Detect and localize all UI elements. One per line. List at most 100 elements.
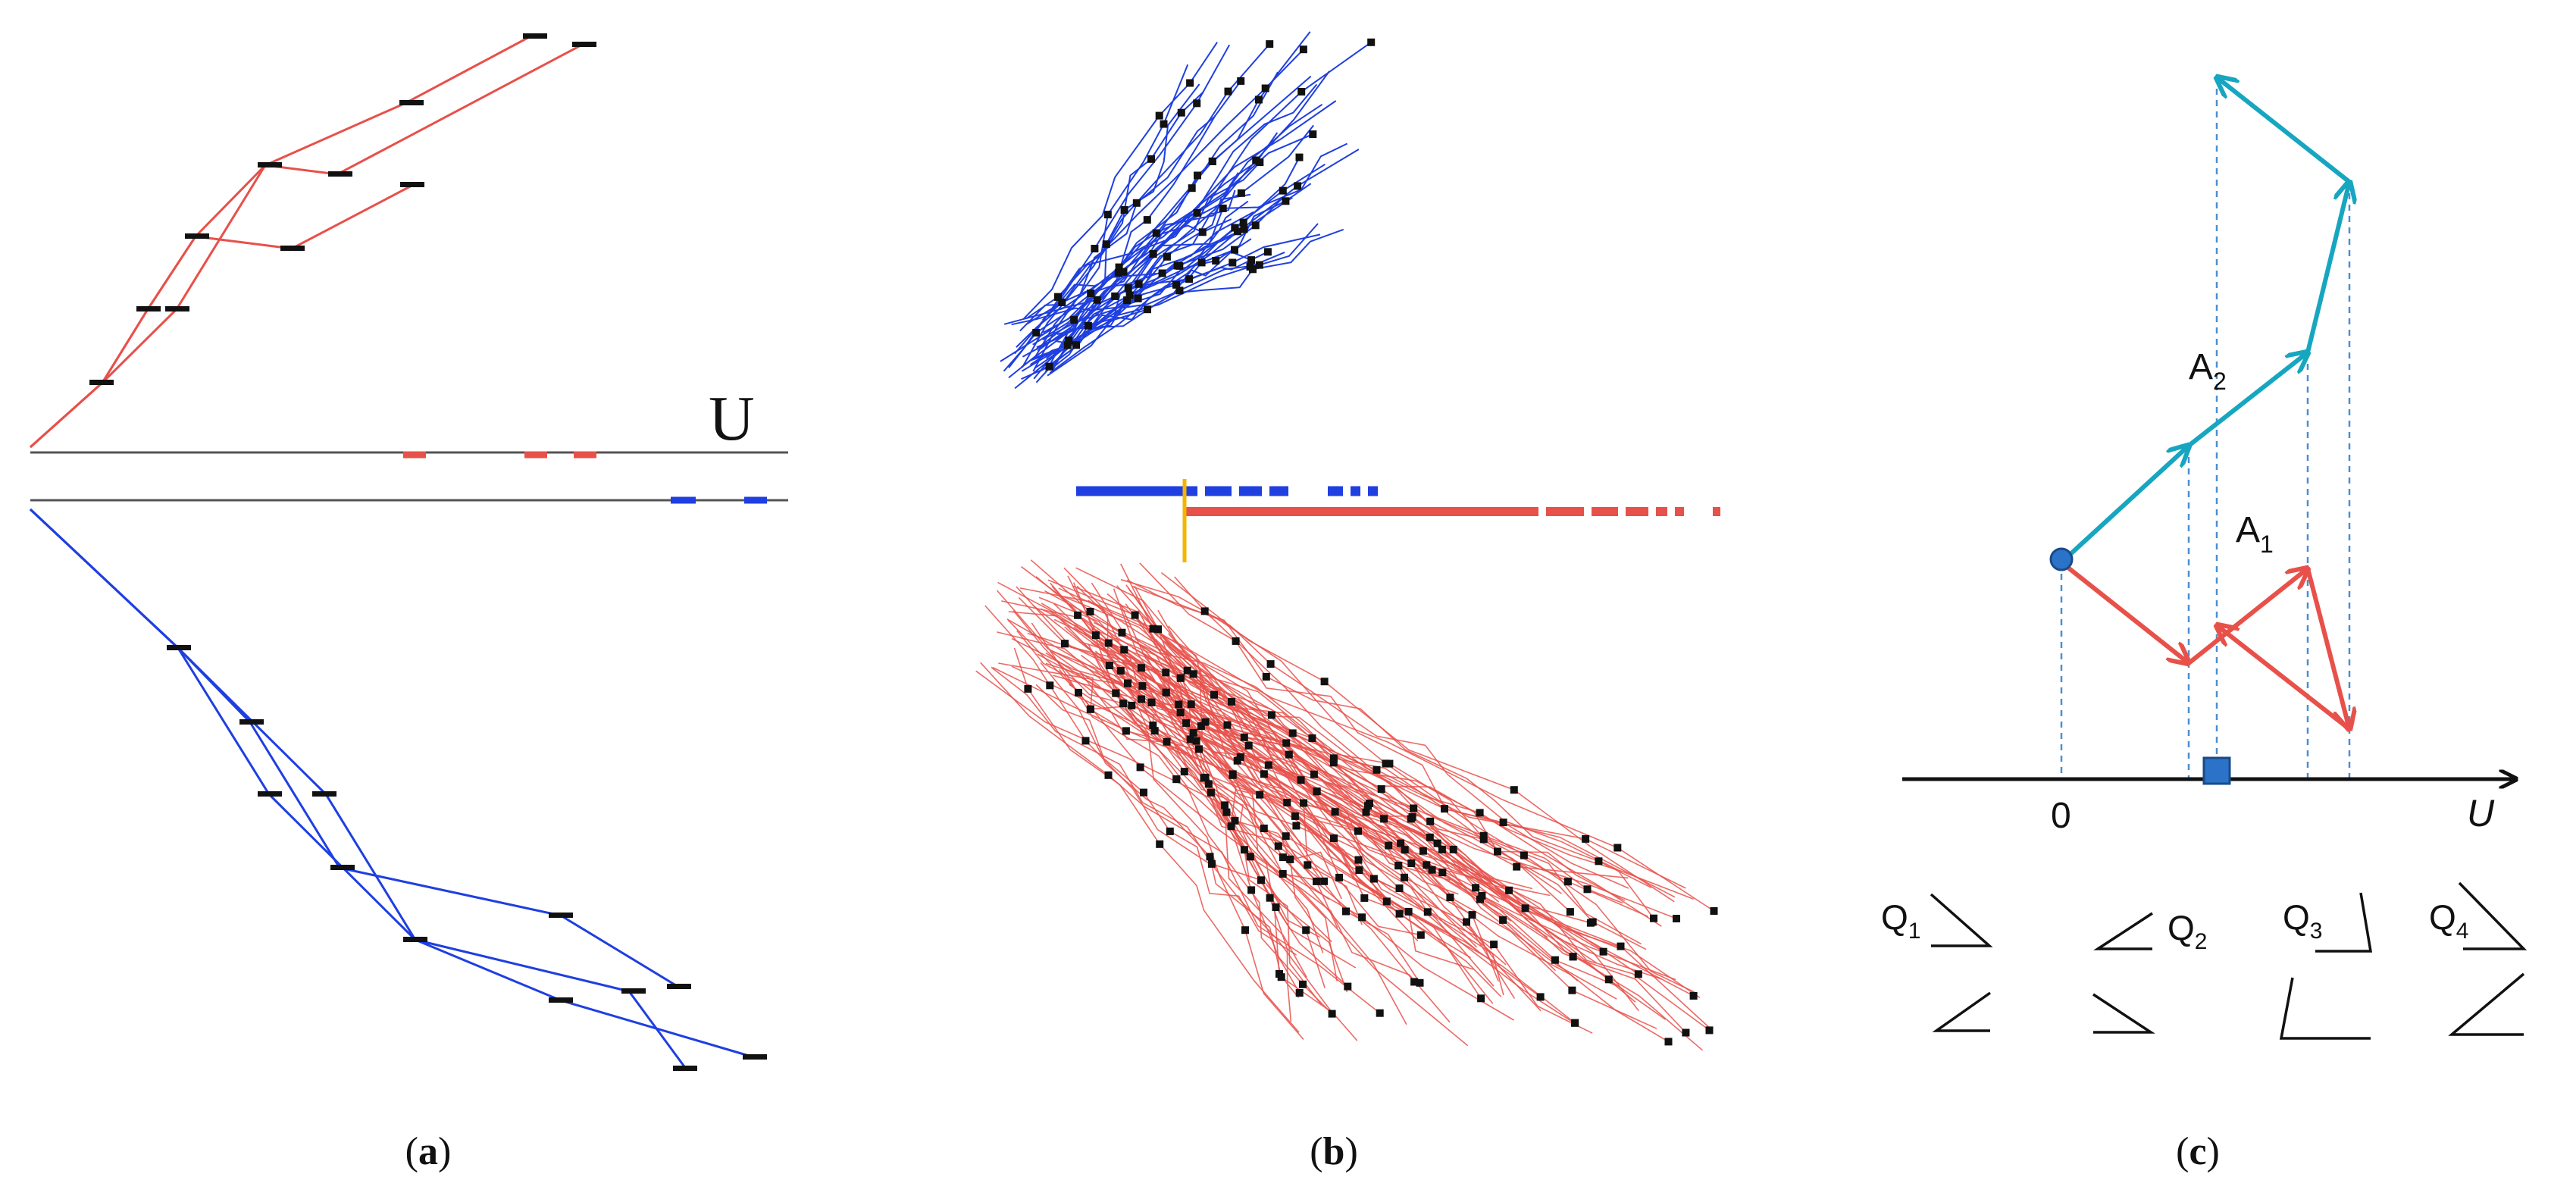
cloud-marker	[1172, 775, 1181, 784]
cloud-trajectory	[980, 662, 1381, 1014]
cloud-marker	[1310, 770, 1318, 778]
cloud-marker	[1251, 221, 1260, 230]
cloud-marker	[1279, 853, 1287, 862]
cloud-marker	[1222, 808, 1231, 816]
origin-label: 0	[2051, 796, 2071, 836]
cloud-marker	[1449, 845, 1457, 853]
cloud-marker	[1075, 688, 1082, 697]
cloud-marker	[1288, 729, 1297, 737]
cloud-trajectory	[1001, 600, 1686, 889]
cloud-marker	[1355, 866, 1363, 875]
cloud-marker	[1221, 801, 1229, 809]
cloud-marker	[1112, 689, 1120, 697]
panel-a-blue-trajectories	[29, 508, 755, 1069]
cloud-marker	[1520, 851, 1528, 859]
mean-marker	[2202, 756, 2231, 785]
marker	[312, 791, 336, 797]
cloud-trajectory	[1037, 124, 1314, 352]
cloud-marker	[1438, 845, 1446, 853]
cloud-marker	[1342, 907, 1350, 916]
cloud-marker	[1104, 639, 1113, 647]
cloud-marker	[1231, 816, 1239, 825]
cloud-marker	[1382, 897, 1391, 906]
cloud-trajectory	[997, 631, 1662, 980]
cloud-marker	[1210, 690, 1218, 699]
cloud-marker	[1058, 298, 1066, 306]
cloud-marker	[1233, 756, 1241, 765]
cloud-marker	[1536, 993, 1545, 1001]
cloud-marker	[1162, 668, 1170, 677]
cloud-trajectory	[1042, 172, 1239, 321]
marker	[549, 913, 573, 918]
cloud-marker	[1143, 216, 1151, 224]
cloud-marker	[1124, 284, 1132, 293]
cloud-trajectory	[1026, 49, 1304, 325]
cloud-marker	[1563, 878, 1572, 886]
cloud-marker	[1104, 771, 1113, 779]
cloud-marker	[1193, 99, 1201, 108]
marker	[667, 984, 691, 989]
cloud-marker	[1065, 337, 1073, 344]
cloud-marker	[1138, 682, 1147, 690]
cloud-marker	[1510, 786, 1518, 794]
marker	[239, 719, 264, 725]
cloud-trajectory	[1050, 582, 1502, 997]
cloud-marker	[1354, 856, 1363, 864]
q1-glyph-bottom	[1932, 991, 1992, 1032]
marker	[743, 1054, 767, 1060]
cloud-marker	[1119, 700, 1128, 708]
cloud-trajectory	[1131, 646, 1713, 1032]
marker	[280, 246, 305, 251]
cloud-marker	[1634, 970, 1642, 978]
cloud-marker	[1360, 894, 1369, 902]
cloud-marker	[1206, 853, 1214, 861]
marker	[185, 233, 209, 239]
cloud-trajectory	[984, 605, 1358, 1041]
marker	[549, 997, 573, 1003]
cloud-marker	[1224, 87, 1232, 95]
cloud-marker	[1335, 873, 1344, 881]
cloud-marker	[1081, 737, 1090, 745]
cloud-marker	[1228, 697, 1235, 706]
cloud-marker	[1152, 229, 1160, 237]
cloud-marker	[1105, 662, 1113, 669]
q3-glyph-top	[2315, 892, 2373, 953]
cloud-trajectory	[975, 670, 1514, 1021]
cloud-marker	[1330, 834, 1338, 842]
cloud-marker	[1193, 208, 1201, 217]
cloud-trajectory	[1120, 578, 1654, 919]
cloud-marker	[1197, 258, 1206, 267]
q4-glyph-top	[2458, 881, 2527, 950]
cloud-marker	[1194, 171, 1201, 180]
cloud-marker	[1125, 291, 1134, 299]
cloud-marker	[1583, 885, 1592, 894]
cloud-trajectory	[1075, 567, 1548, 938]
cloud-marker	[1158, 269, 1166, 277]
q3-glyph-bottom	[2279, 977, 2371, 1040]
a1-segment	[2305, 568, 2349, 729]
a2-segment	[2187, 352, 2308, 448]
marker	[330, 865, 355, 870]
cloud-marker	[1045, 362, 1053, 371]
cloud-marker	[1086, 705, 1094, 713]
cloud-trajectory	[1032, 103, 1323, 346]
cloud-marker	[1385, 759, 1394, 768]
cloud-marker	[1300, 799, 1308, 807]
cloud-marker	[1207, 859, 1216, 868]
cloud-marker	[1286, 855, 1294, 863]
cloud-marker	[1364, 802, 1372, 810]
cloud-trajectory	[1113, 675, 1592, 924]
cloud-marker	[1404, 907, 1413, 916]
cloud-marker	[1132, 199, 1141, 207]
cloud-marker	[1111, 292, 1119, 300]
blue-trajectory	[29, 508, 679, 988]
panel-b	[975, 31, 1720, 1051]
cloud-marker	[1124, 679, 1131, 687]
cloud-marker	[1380, 815, 1388, 823]
cloud-marker	[1207, 788, 1215, 797]
cloud-marker	[1395, 884, 1404, 892]
cloud-marker	[1472, 884, 1480, 892]
q2-glyph-top	[2093, 912, 2153, 950]
cloud-marker	[1302, 926, 1310, 934]
cloud-marker	[1394, 862, 1403, 870]
